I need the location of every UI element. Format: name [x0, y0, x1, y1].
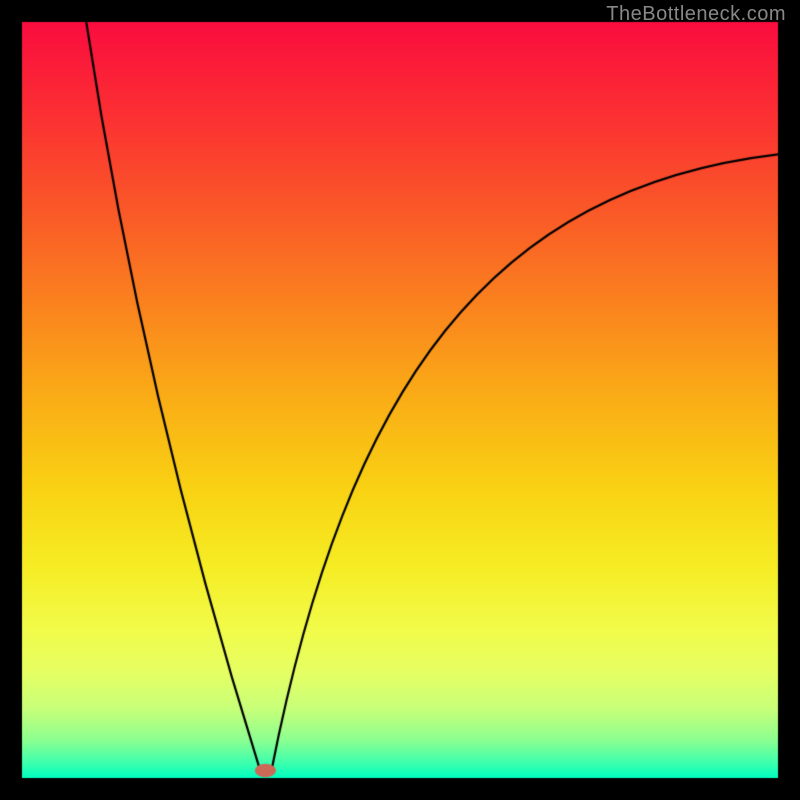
bottleneck-curve [0, 0, 800, 800]
source-watermark: TheBottleneck.com [606, 3, 786, 26]
chart-container: TheBottleneck.com [0, 0, 800, 800]
